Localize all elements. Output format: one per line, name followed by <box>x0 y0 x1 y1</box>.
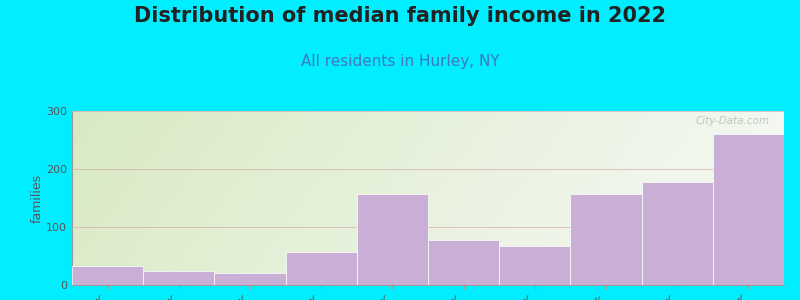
Bar <box>642 182 713 285</box>
Text: Distribution of median family income in 2022: Distribution of median family income in … <box>134 6 666 26</box>
Bar <box>499 246 570 285</box>
Bar <box>570 194 642 285</box>
Bar <box>428 240 499 285</box>
Text: All residents in Hurley, NY: All residents in Hurley, NY <box>301 54 499 69</box>
Y-axis label: families: families <box>30 173 43 223</box>
Bar <box>713 134 784 285</box>
Bar <box>286 252 357 285</box>
Bar <box>357 194 428 285</box>
Bar <box>72 266 143 285</box>
Bar <box>214 273 286 285</box>
Bar <box>143 271 214 285</box>
Text: City-Data.com: City-Data.com <box>696 116 770 126</box>
